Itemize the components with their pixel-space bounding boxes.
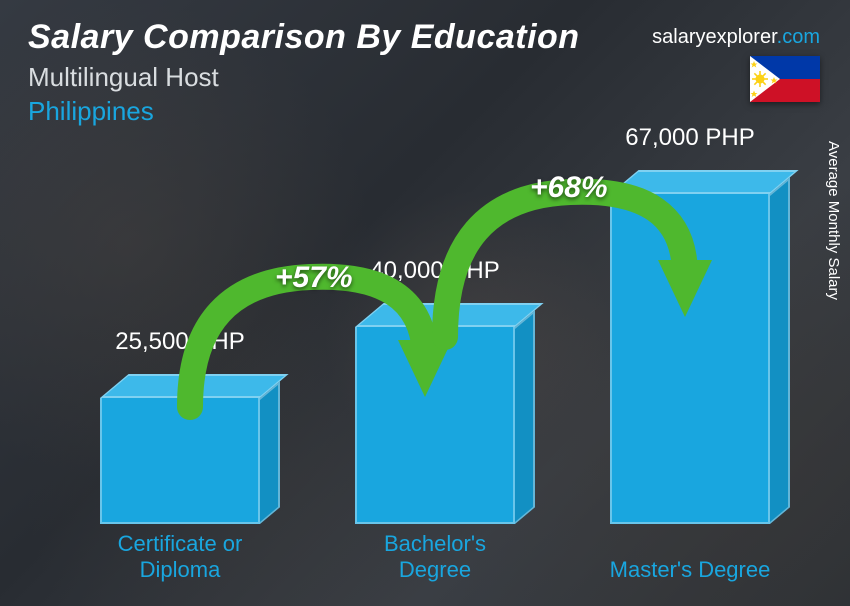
- pct-increase-1: +57%: [275, 261, 353, 295]
- site-name: salaryexplorer: [652, 26, 777, 48]
- bar-certificate: 25,500 PHP: [100, 398, 260, 524]
- page-title: Salary Comparison By Education: [28, 18, 580, 57]
- y-axis-label: Average Monthly Salary: [825, 141, 842, 300]
- bar-label: Bachelor's Degree: [345, 531, 525, 582]
- content-root: Salary Comparison By Education Multiling…: [0, 0, 850, 606]
- bar-value: 40,000 PHP: [335, 257, 535, 285]
- job-subtitle: Multilingual Host: [28, 62, 219, 93]
- site-brand: salaryexplorer.com: [652, 26, 820, 49]
- bar-chart: 25,500 PHP Certificate or Diploma 40,000…: [60, 120, 790, 582]
- bar-label: Certificate or Diploma: [90, 531, 270, 582]
- pct-increase-2: +68%: [530, 171, 608, 205]
- bar-value: 25,500 PHP: [80, 328, 280, 356]
- site-suffix: .com: [777, 26, 820, 48]
- bar-label: Master's Degree: [600, 557, 780, 582]
- bar-masters: 67,000 PHP: [610, 194, 770, 524]
- flag-philippines-icon: [750, 56, 820, 102]
- bar-bachelors: 40,000 PHP: [355, 327, 515, 524]
- bar-value: 67,000 PHP: [590, 124, 790, 152]
